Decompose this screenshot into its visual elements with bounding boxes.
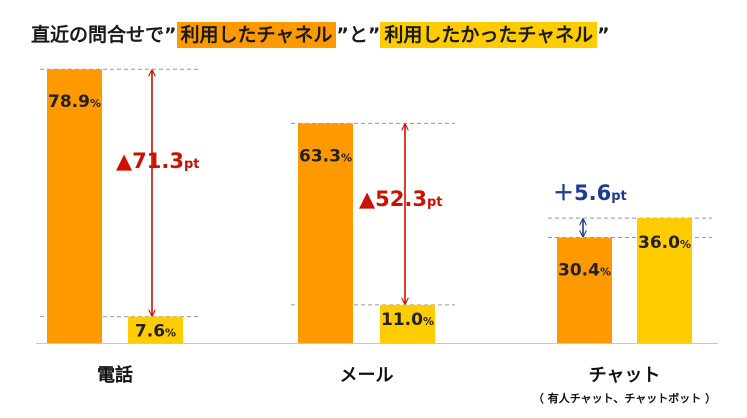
data-label-unit: % — [423, 315, 434, 328]
data-label-value: 36.0 — [638, 233, 680, 253]
title-highlight-wanted: 利用したかったチャネル — [380, 22, 598, 48]
data-label-used: 30.4% — [558, 261, 611, 281]
difference-label: ▲52.3pt — [359, 187, 443, 211]
title-quote-mid: ”と” — [336, 24, 381, 46]
difference-label: ＋5.6pt — [553, 181, 627, 205]
difference-unit: pt — [184, 157, 200, 172]
difference-sign: ▲ — [116, 149, 133, 173]
chart-title: 直近の問合せで” 利用したチャネル ”と” 利用したかったチャネル” — [31, 20, 610, 50]
data-label-wanted: 36.0% — [638, 233, 691, 253]
category-label: 電話 — [97, 364, 133, 386]
data-label-wanted: 7.6% — [135, 322, 176, 342]
bar-used — [298, 123, 353, 343]
data-label-unit: % — [90, 97, 101, 110]
bar-wanted — [637, 218, 692, 343]
data-label-value: 11.0 — [381, 310, 423, 330]
difference-label: ▲71.3pt — [116, 149, 200, 173]
data-label-unit: % — [341, 151, 352, 164]
data-label-value: 63.3 — [299, 146, 341, 166]
data-label-used: 78.9% — [48, 92, 101, 112]
category-label: チャット — [589, 365, 661, 386]
data-label-unit: % — [600, 266, 611, 279]
data-label-value: 30.4 — [558, 261, 600, 281]
difference-value: 71.3 — [132, 149, 184, 173]
title-prefix: 直近の問合せで — [31, 24, 165, 46]
category-label: メール — [340, 365, 394, 386]
difference-unit: pt — [427, 195, 443, 210]
difference-unit: pt — [611, 189, 627, 204]
bar-used — [557, 237, 612, 343]
bar-wanted — [128, 316, 183, 343]
data-label-used: 63.3% — [299, 146, 352, 166]
difference-value: 52.3 — [375, 187, 427, 211]
data-label-unit: % — [165, 327, 176, 340]
difference-value: 5.6 — [574, 181, 611, 205]
title-quote-open: ” — [164, 24, 177, 46]
data-label-unit: % — [680, 238, 691, 251]
difference-sign: ▲ — [359, 187, 376, 211]
bar-used — [47, 69, 102, 343]
bar-wanted — [380, 304, 435, 343]
difference-sign: ＋ — [553, 181, 574, 205]
data-label-wanted: 11.0% — [381, 310, 434, 330]
data-label-value: 78.9 — [48, 92, 90, 112]
title-highlight-used: 利用したチャネル — [176, 22, 337, 48]
category-note: （ 有人チャット、チャットボット ） — [533, 391, 716, 405]
title-quote-close: ” — [597, 24, 610, 46]
data-label-value: 7.6 — [135, 322, 165, 342]
